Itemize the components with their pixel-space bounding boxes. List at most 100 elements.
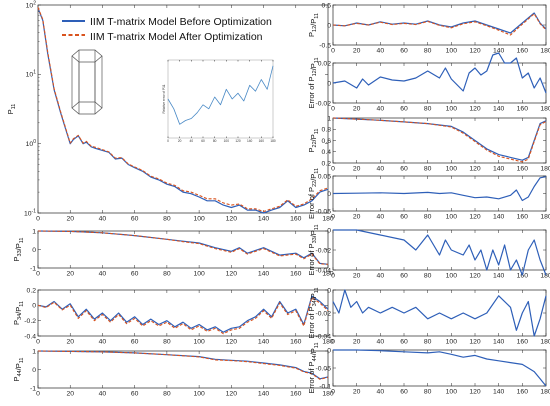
- tick-label: 0.6: [322, 138, 332, 145]
- tick-label: 160: [517, 389, 529, 396]
- series-line-before: [332, 12, 547, 34]
- chart-p22: 0 20 40 60 80 100 120 140 160 180 0.2 0.4 0.6 0.8 1 P22…: [307, 115, 550, 172]
- tick-label: 0: [331, 106, 335, 113]
- tick-label: 180: [540, 106, 550, 113]
- tick-label: -0.05: [316, 208, 332, 215]
- tick-label: 140: [247, 139, 253, 143]
- tick-label: -1: [30, 385, 36, 392]
- tick-label: 0: [32, 303, 36, 310]
- tick-label: 0: [32, 247, 36, 254]
- tick-label: 0: [331, 389, 335, 396]
- y-axis-label: P33/P11: [12, 238, 25, 262]
- tick-label: 60: [400, 48, 408, 55]
- tick-label: 80: [424, 389, 432, 396]
- hexagonal-prism-sketch: [71, 49, 103, 115]
- y-axis-label: Error of P34/P11: [307, 287, 320, 338]
- tick-label: 0.2: [27, 287, 37, 294]
- tick-label: 180: [540, 339, 550, 346]
- tick-label: 160: [517, 166, 529, 173]
- legend-before-label: IIM T-matrix Model Before Optimization: [90, 16, 272, 28]
- tick-label: 120: [469, 214, 481, 221]
- tick-label: -0.02: [316, 247, 332, 254]
- tick-label: 0: [327, 80, 331, 87]
- tick-label: 0: [331, 339, 335, 346]
- tick-label: 100: [26, 139, 37, 148]
- tick-label: -0.05: [316, 365, 332, 372]
- tick-label: 40: [99, 216, 107, 223]
- series-line-after: [332, 117, 547, 163]
- tick-label: 80: [424, 273, 432, 280]
- tick-label: 60: [400, 166, 408, 173]
- tick-label: 20: [66, 391, 74, 398]
- tick-label: 120: [469, 106, 481, 113]
- tick-label: 80: [163, 216, 171, 223]
- tick-label: 160: [517, 48, 529, 55]
- tick-label: 60: [201, 139, 205, 143]
- tick-label: 60: [131, 271, 139, 278]
- tick-label: 60: [400, 339, 408, 346]
- plot-area: [332, 62, 547, 104]
- tick-label: 0: [167, 139, 169, 143]
- tick-label: 60: [131, 339, 139, 346]
- tick-label: -0.2: [24, 318, 36, 325]
- tick-label: 20: [353, 339, 361, 346]
- tick-label: 160: [517, 106, 529, 113]
- tick-label: 40: [377, 273, 385, 280]
- tick-label: 160: [517, 273, 529, 280]
- tick-label: -0.02: [316, 100, 332, 107]
- tick-label: 60: [400, 106, 408, 113]
- tick-label: 180: [270, 139, 276, 143]
- series-line-after: [37, 7, 329, 213]
- tick-label: 100: [193, 339, 205, 346]
- tick-label: 100: [446, 389, 458, 396]
- tick-label: 80: [163, 391, 171, 398]
- tick-label: 40: [99, 391, 107, 398]
- tick-label: 20: [66, 339, 74, 346]
- tick-label: 180: [540, 389, 550, 396]
- tick-label: 100: [446, 48, 458, 55]
- tick-label: 100: [446, 273, 458, 280]
- tick-label: 80: [424, 166, 432, 173]
- tick-label: 120: [226, 271, 238, 278]
- tick-label: 40: [377, 48, 385, 55]
- tick-label: 60: [400, 214, 408, 221]
- tick-label: 160: [290, 391, 302, 398]
- tick-label: 80: [213, 139, 217, 143]
- series-line-after: [37, 230, 329, 265]
- series-line-error: [332, 176, 547, 202]
- tick-label: 120: [469, 48, 481, 55]
- tick-label: 20: [353, 389, 361, 396]
- tick-label: 160: [290, 339, 302, 346]
- tick-label: 0.02: [318, 60, 331, 67]
- tick-label: 160: [290, 216, 302, 223]
- legend-after-label: IIM T-matrix Model After Optimization: [90, 31, 263, 43]
- tick-label: 0.5: [322, 2, 332, 9]
- tick-label: -1: [30, 265, 36, 272]
- series-line-after: [37, 297, 329, 335]
- tick-label: 60: [131, 391, 139, 398]
- tick-label: 140: [258, 391, 270, 398]
- tick-label: 140: [493, 48, 505, 55]
- tick-label: 80: [424, 48, 432, 55]
- tick-label: 0: [331, 48, 335, 55]
- tick-label: 0: [331, 166, 335, 173]
- tick-label: 0: [327, 347, 331, 354]
- tick-label: 180: [322, 391, 334, 398]
- tick-label: 40: [377, 339, 385, 346]
- y-axis-label: Error of P33/P11: [307, 224, 320, 275]
- tick-label: 1: [32, 348, 36, 355]
- tick-label: 100: [446, 166, 458, 173]
- plot-area: [332, 229, 547, 271]
- tick-label: 20: [353, 273, 361, 280]
- tick-label: 140: [493, 166, 505, 173]
- tick-label: 20: [66, 216, 74, 223]
- y-axis-label: P11: [6, 104, 17, 115]
- tick-label: 100: [446, 339, 458, 346]
- tick-label: 140: [493, 106, 505, 113]
- tick-label: 0: [327, 287, 331, 294]
- series-line-error: [333, 229, 547, 276]
- tick-label: 40: [377, 389, 385, 396]
